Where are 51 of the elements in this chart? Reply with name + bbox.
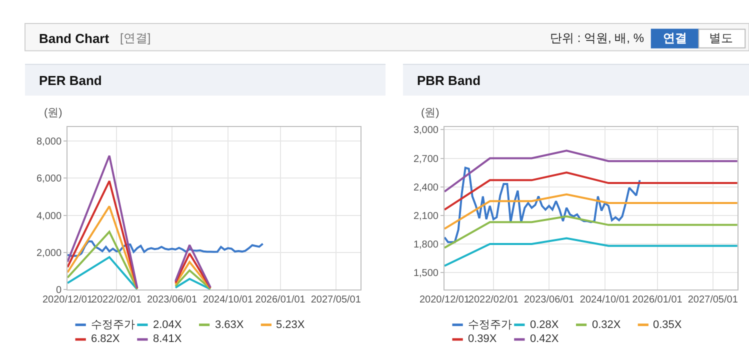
- legend-label: 5.23X: [276, 319, 306, 331]
- text: [연결]: [120, 31, 151, 45]
- text: 별도: [709, 31, 733, 45]
- line-series: [68, 240, 264, 257]
- line-series: [444, 215, 738, 249]
- legend-label: 3.63X: [215, 319, 244, 331]
- x-tick-label: 2024/10/01: [580, 294, 630, 306]
- line-series: [444, 237, 738, 267]
- y-axis-title: (원): [421, 107, 440, 119]
- text: 연결: [663, 31, 687, 45]
- x-tick-label: 2027/05/01: [688, 294, 738, 306]
- x-tick-label: 2027/05/01: [310, 294, 362, 306]
- y-tick-label: 6,000: [36, 174, 62, 185]
- y-tick-label: 1,800: [413, 239, 439, 250]
- y-tick-label: 0: [56, 285, 62, 296]
- x-tick-label: 2026/01/01: [255, 294, 306, 306]
- line-series: [444, 172, 738, 211]
- chart-title: PER Band: [39, 73, 102, 88]
- line-series: [444, 166, 641, 244]
- legend-label: 0.39X: [468, 333, 498, 345]
- text: 단위 : 억원, 배, %: [550, 31, 644, 45]
- x-tick-label: 2026/01/01: [632, 294, 683, 306]
- x-tick-label: 2020/12/01: [42, 294, 93, 306]
- legend-label: 0.42X: [530, 333, 560, 345]
- y-tick-label: 8,000: [36, 136, 62, 148]
- x-tick-label: 2023/06/01: [524, 294, 574, 306]
- y-tick-label: 1,500: [413, 268, 439, 280]
- legend-label: 0.28X: [530, 319, 560, 331]
- text: Band Chart: [39, 31, 110, 46]
- y-axis-title: (원): [44, 107, 62, 119]
- legend-label: 8.41X: [153, 333, 182, 345]
- x-tick-label: 2024/10/01: [202, 294, 254, 306]
- legend-label: 수정주가: [468, 319, 512, 331]
- x-tick-label: 2022/02/01: [91, 294, 142, 306]
- y-tick-label: 2,700: [413, 154, 439, 165]
- x-tick-label: 2022/02/01: [468, 294, 519, 306]
- legend-label: 2.04X: [153, 319, 182, 331]
- x-tick-label: 2020/12/01: [419, 294, 470, 306]
- line-series: [444, 193, 738, 230]
- legend-label: 0.35X: [653, 319, 682, 331]
- y-tick-label: 2,000: [36, 248, 62, 259]
- y-tick-label: 4,000: [36, 210, 62, 222]
- y-tick-label: 2,400: [413, 182, 439, 194]
- y-tick-label: 3,000: [413, 125, 439, 136]
- y-tick-label: 2,100: [413, 210, 439, 222]
- x-tick-label: 2023/06/01: [147, 294, 198, 306]
- legend-label: 0.32X: [592, 319, 622, 331]
- legend-label: 수정주가: [91, 319, 135, 331]
- chart-title: PBR Band: [417, 73, 481, 88]
- legend-label: 6.82X: [91, 333, 120, 345]
- line-series: [444, 150, 738, 193]
